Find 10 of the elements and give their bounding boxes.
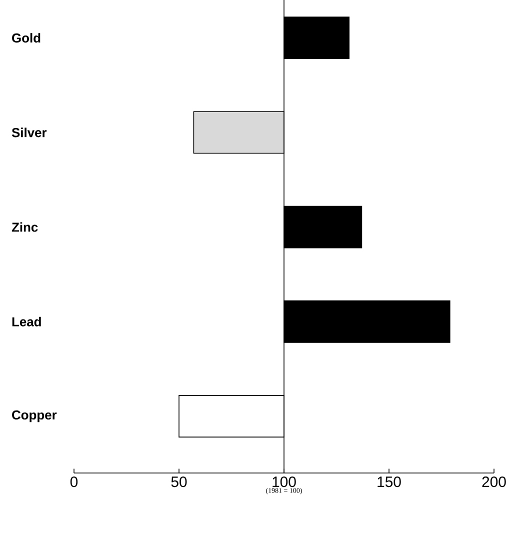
y-tick-label: Copper: [12, 410, 57, 422]
x-tick-label: 50: [171, 476, 187, 488]
y-tick-label: Silver: [12, 128, 47, 138]
x-tick-label: 100: [272, 476, 296, 488]
y-tick-label: Zinc: [12, 222, 38, 232]
x-tick-label: 200: [482, 476, 506, 488]
y-tick-label: Lead: [12, 316, 41, 326]
x-tick-label: 0: [70, 476, 78, 488]
x-tick-label: 150: [378, 476, 401, 488]
y-tick-label: Gold: [12, 33, 40, 43]
